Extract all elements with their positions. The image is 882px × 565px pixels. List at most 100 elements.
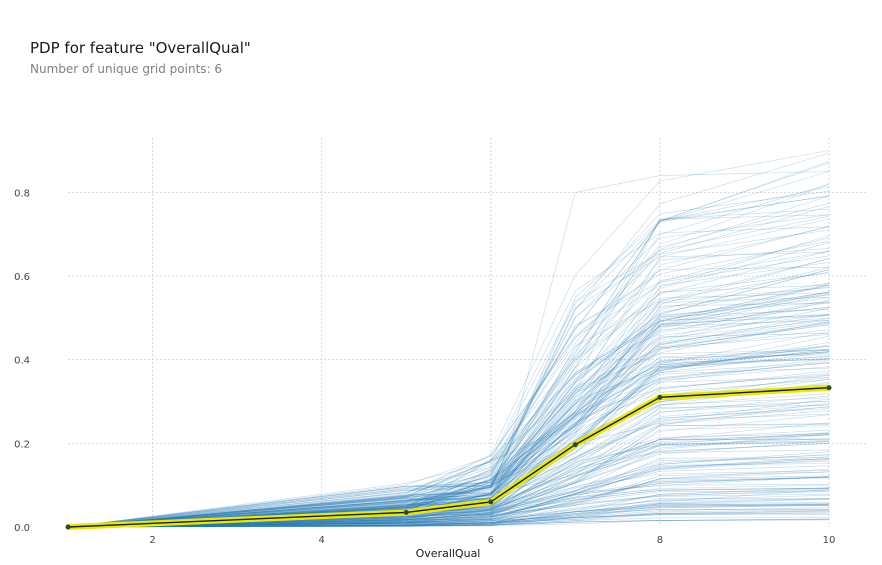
ice-line xyxy=(67,237,830,528)
ice-line xyxy=(67,248,830,528)
ice-line xyxy=(67,195,830,528)
pdp-point xyxy=(572,442,578,448)
pdp-point xyxy=(657,394,663,400)
ice-line xyxy=(67,291,830,528)
ice-line xyxy=(67,406,830,528)
ice-line xyxy=(67,457,830,528)
ice-line xyxy=(67,291,830,528)
pdp-line-group xyxy=(65,384,832,530)
ice-line xyxy=(67,296,830,528)
ice-line xyxy=(67,439,830,528)
pdp-point xyxy=(826,385,832,391)
ice-line xyxy=(67,203,830,528)
ice-line xyxy=(67,299,830,528)
ice-line xyxy=(67,186,830,528)
ice-line xyxy=(67,477,830,528)
ice-line xyxy=(67,313,830,528)
ice-line xyxy=(67,294,830,528)
ice-line xyxy=(67,266,830,528)
ice-line xyxy=(67,313,830,528)
ice-line xyxy=(67,517,830,528)
ice-line xyxy=(67,475,830,528)
ice-line xyxy=(67,349,830,528)
ice-line xyxy=(67,459,830,528)
ice-line xyxy=(67,459,830,528)
ice-line xyxy=(67,366,830,528)
ice-line xyxy=(67,404,830,528)
y-axis-ticks: 0.0 0.2 0.4 0.6 0.8 xyxy=(14,188,30,534)
ice-line xyxy=(67,240,830,528)
ice-line xyxy=(67,433,830,528)
ice-line xyxy=(67,374,830,528)
ice-line xyxy=(67,468,830,528)
ice-line xyxy=(67,314,830,528)
ice-line xyxy=(67,400,830,528)
ice-line xyxy=(67,493,830,528)
ice-line xyxy=(67,150,830,528)
ice-line xyxy=(67,331,830,528)
ice-line xyxy=(67,509,830,528)
pdp-line xyxy=(67,387,830,528)
y-tick-label: 0.6 xyxy=(14,272,30,283)
ice-line xyxy=(67,443,830,528)
ice-line xyxy=(67,441,830,528)
ice-line xyxy=(67,324,830,528)
x-tick-label: 4 xyxy=(318,535,324,546)
ice-line xyxy=(67,512,830,528)
pdp-point xyxy=(403,509,409,515)
ice-line xyxy=(67,317,830,528)
ice-line xyxy=(67,152,830,528)
ice-line xyxy=(67,519,830,528)
ice-line xyxy=(67,498,830,528)
ice-line xyxy=(67,498,830,528)
ice-line xyxy=(67,463,830,528)
ice-line xyxy=(67,161,830,528)
y-tick-label: 0.8 xyxy=(14,188,30,199)
ice-line xyxy=(67,505,830,528)
ice-line xyxy=(67,255,830,528)
ice-line xyxy=(67,307,830,528)
ice-line xyxy=(67,501,830,528)
ice-line xyxy=(67,362,830,528)
ice-line xyxy=(67,465,830,528)
ice-line xyxy=(67,487,830,528)
ice-line xyxy=(67,518,830,528)
ice-line xyxy=(67,225,830,528)
ice-line xyxy=(67,440,830,528)
ice-line xyxy=(67,519,830,528)
ice-line xyxy=(67,292,830,528)
x-axis-ticks: 2 4 6 8 10 xyxy=(149,535,835,546)
ice-line xyxy=(67,297,830,528)
ice-line xyxy=(67,487,830,528)
ice-line xyxy=(67,354,830,528)
ice-line xyxy=(67,505,830,528)
ice-line xyxy=(67,438,830,528)
ice-line xyxy=(67,250,830,528)
ice-line xyxy=(67,406,830,528)
ice-line xyxy=(67,456,830,528)
ice-line xyxy=(67,471,830,528)
ice-line xyxy=(67,511,830,528)
ice-line xyxy=(67,402,830,528)
ice-line xyxy=(67,183,830,528)
ice-line xyxy=(67,284,830,528)
ice-line xyxy=(67,484,830,528)
x-axis-label: OverallQual xyxy=(416,547,481,560)
ice-line xyxy=(67,425,830,528)
ice-line xyxy=(67,476,830,528)
ice-line xyxy=(67,434,830,528)
ice-line xyxy=(67,507,830,528)
ice-line xyxy=(67,262,830,528)
ice-line xyxy=(67,267,830,528)
ice-line xyxy=(67,512,830,528)
ice-line xyxy=(67,393,830,528)
ice-line xyxy=(67,315,830,528)
ice-line xyxy=(67,488,830,528)
ice-line xyxy=(67,508,830,528)
grid-lines xyxy=(68,138,867,527)
pdp-point xyxy=(65,524,71,530)
ice-line xyxy=(67,171,830,528)
ice-line xyxy=(67,498,830,528)
ice-line xyxy=(67,362,830,528)
ice-line xyxy=(67,235,830,528)
